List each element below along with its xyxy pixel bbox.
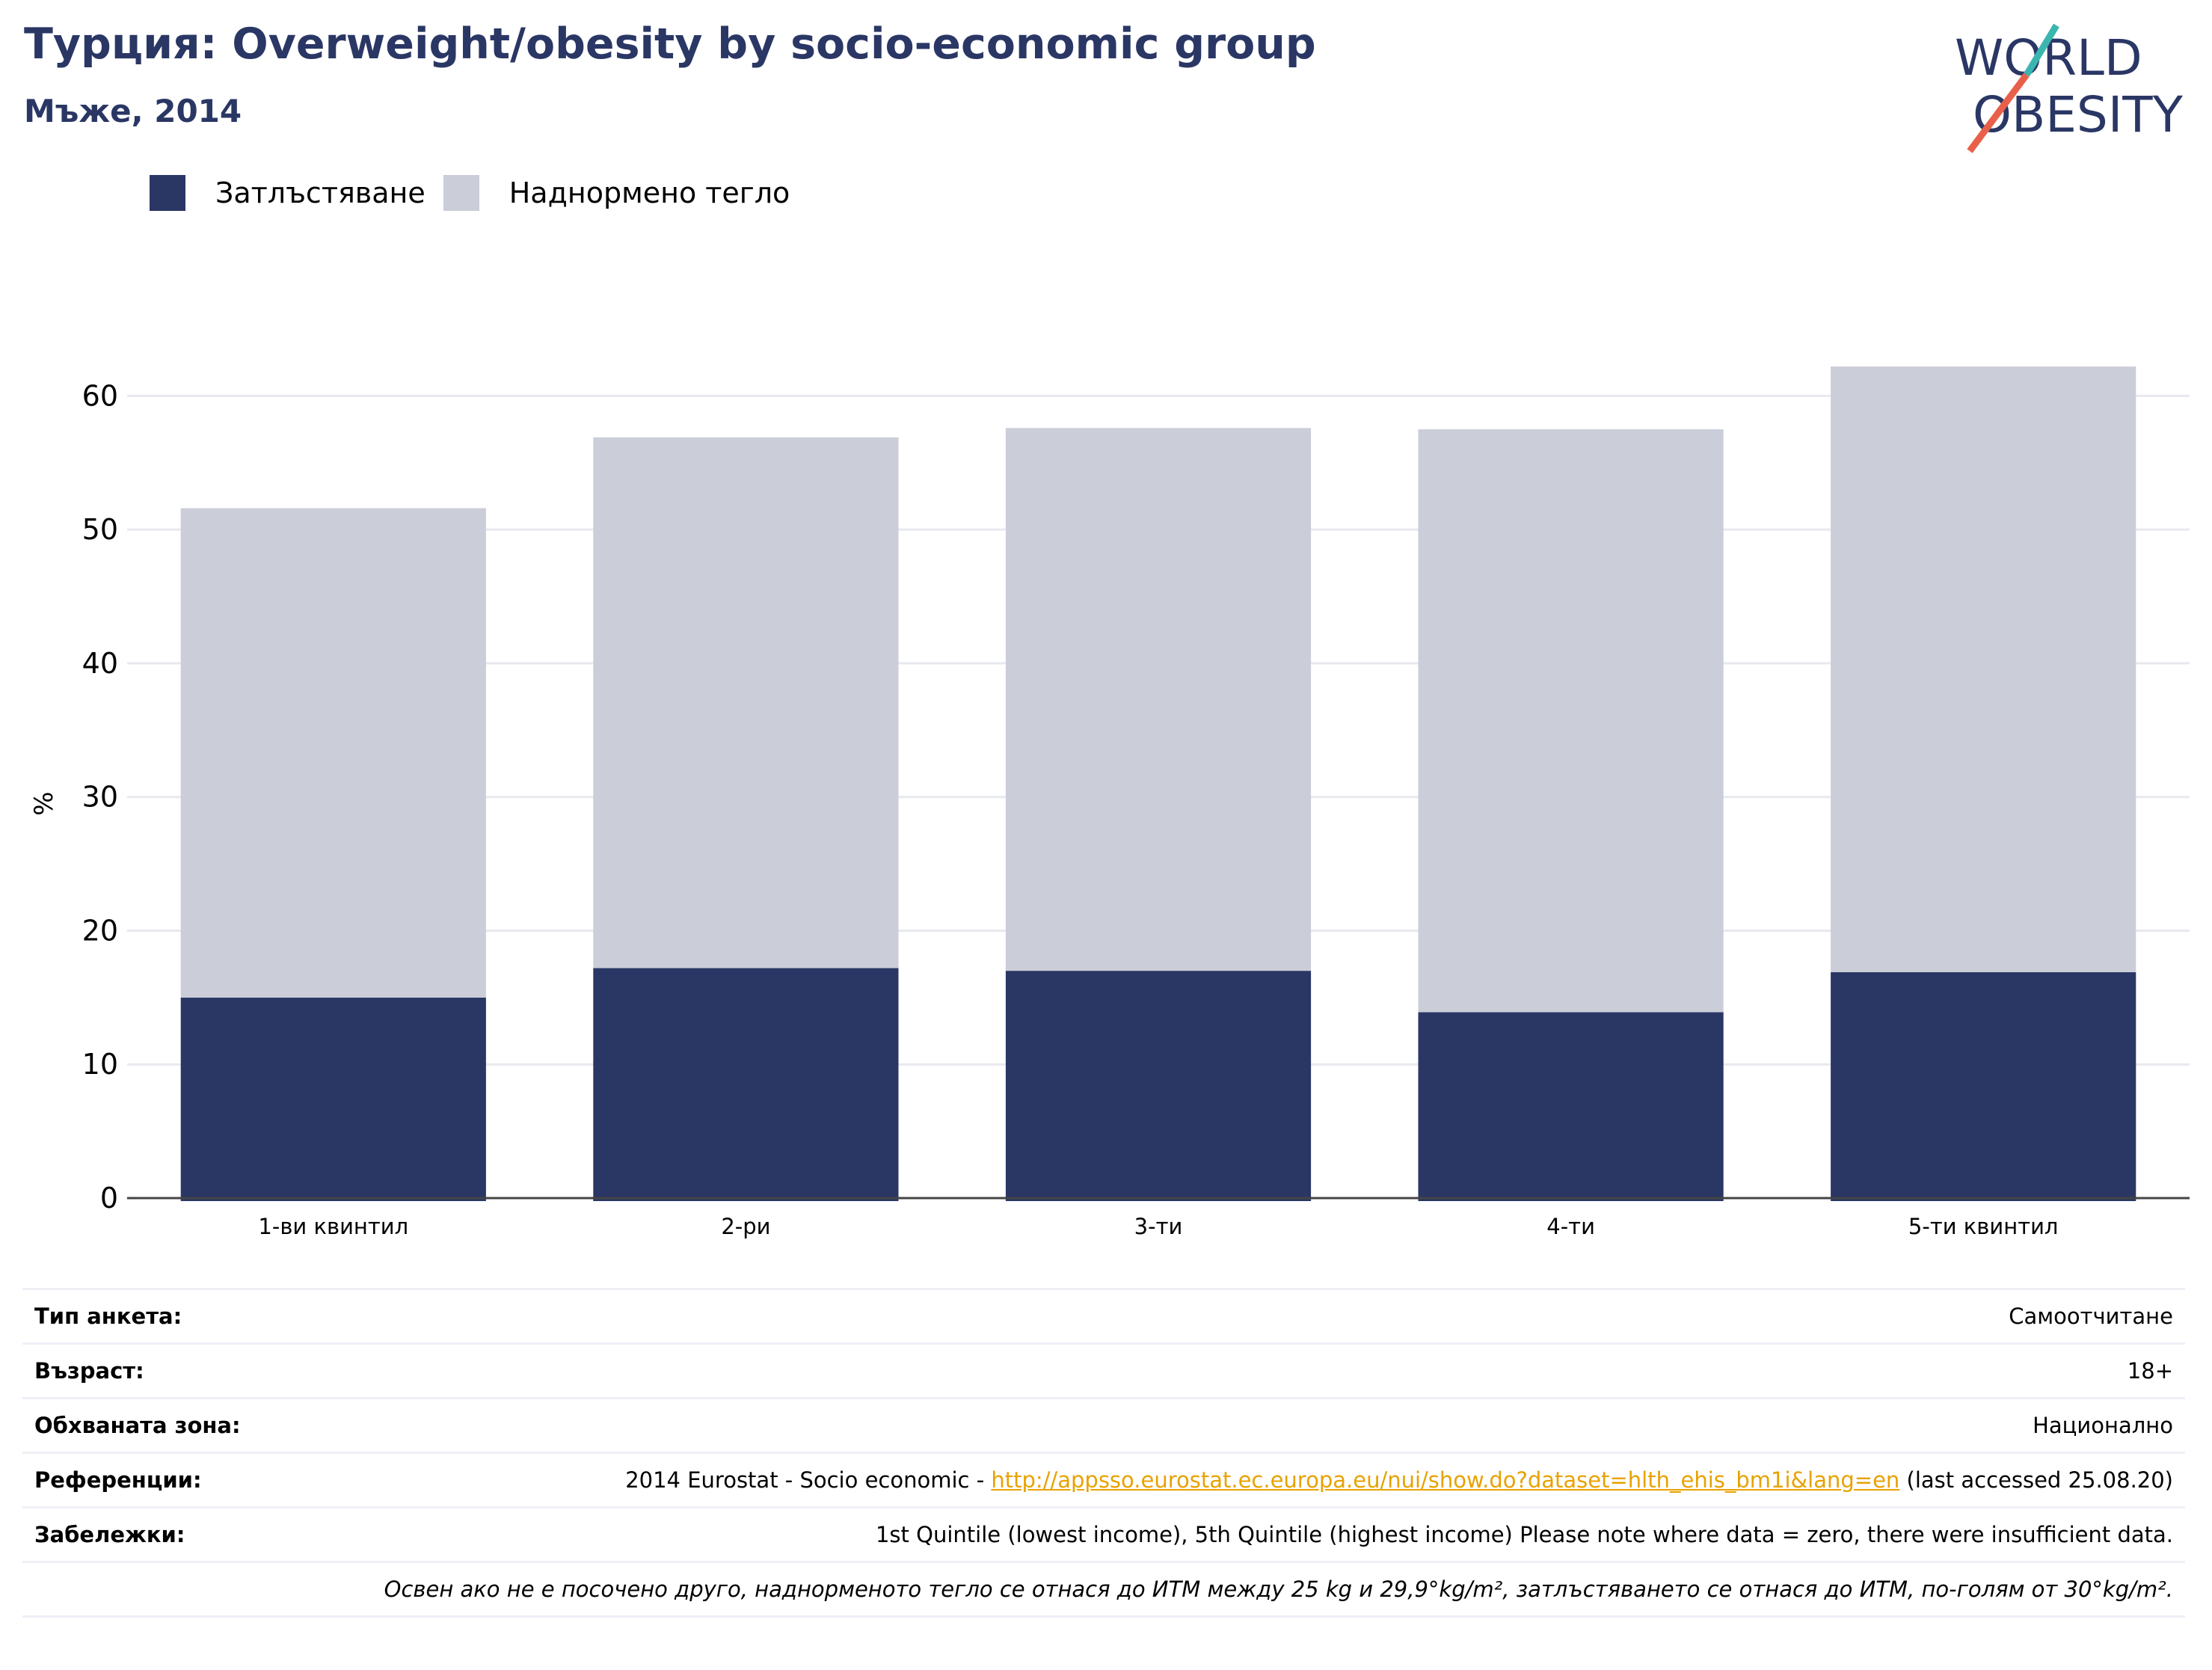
chart-subtitle: Мъже, 2014	[24, 93, 242, 129]
y-tick-label: 20	[82, 914, 118, 947]
bar-obesity	[1831, 971, 2136, 1201]
x-tick-label: 1-ви квинтил	[258, 1214, 408, 1239]
chart-title: Турция: Overweight/obesity by socio-econ…	[24, 19, 1316, 69]
references-suffix: (last accessed 25.08.20)	[1899, 1467, 2174, 1493]
x-tick-label: 5-ти квинтил	[1908, 1214, 2059, 1239]
bar-obesity	[593, 968, 899, 1201]
y-tick-label: 50	[82, 513, 118, 546]
area-value: Национално	[2033, 1413, 2173, 1438]
legend-item-overweight[interactable]: Наднормено тегло	[443, 175, 790, 211]
info-row-age: Възраст: 18+	[22, 1342, 2185, 1397]
legend-label-obesity: Затлъстяване	[215, 176, 425, 209]
y-tick-label: 10	[82, 1048, 118, 1081]
x-tick-label: 3-ти	[1134, 1214, 1183, 1239]
x-tick-label: 4-ти	[1546, 1214, 1595, 1239]
y-tick-label: 40	[82, 647, 118, 680]
footnote: Освен ако не е посочено друго, наднормен…	[384, 1577, 2173, 1602]
info-row-notes: Забележки: 1st Quintile (lowest income),…	[22, 1506, 2185, 1561]
legend-label-overweight: Наднормено тегло	[509, 176, 790, 209]
survey-type-label: Тип анкета:	[34, 1304, 182, 1329]
references-prefix: 2014 Eurostat - Socio economic -	[625, 1467, 992, 1493]
world-obesity-logo: WORLD OBESITY	[1955, 23, 2184, 153]
legend-swatch-obesity	[150, 175, 185, 211]
bar-obesity	[180, 997, 486, 1201]
bar-overweight	[1418, 429, 1724, 1013]
logo-line2: OBESITY	[1973, 86, 2184, 144]
info-row-footnote: Освен ако не е посочено друго, наднормен…	[22, 1561, 2185, 1618]
y-tick-label: 0	[100, 1182, 118, 1215]
bar-overweight	[1005, 428, 1312, 971]
stacked-bar-chart: 0 10 20 30 40 50 60% 1-ви квинтил 2-ри 3-ти 4-ти 5-…	[29, 366, 2190, 1239]
logo-slash-teal	[2024, 23, 2059, 77]
bar-obesity	[1418, 1012, 1724, 1201]
references-label: Референции:	[34, 1467, 202, 1493]
bar-overweight	[1831, 366, 2136, 972]
bar-overweight	[180, 508, 486, 998]
chart-legend: Затлъстяване Наднормено тегло	[150, 174, 808, 212]
y-axis-label: %	[29, 791, 59, 815]
info-row-area: Обхваната зона: Национално	[22, 1397, 2185, 1452]
survey-type-value: Самоотчитане	[2009, 1304, 2173, 1329]
y-tick-label: 30	[82, 781, 118, 814]
legend-swatch-overweight	[443, 175, 479, 211]
bar-obesity	[1005, 971, 1312, 1201]
info-table: Тип анкета: Самоотчитане Възраст: 18+ Об…	[22, 1288, 2185, 1618]
info-row-survey-type: Тип анкета: Самоотчитане	[22, 1288, 2185, 1342]
logo-slash-red	[1967, 73, 2030, 153]
references-link[interactable]: http://appsso.eurostat.ec.europa.eu/nui/…	[991, 1467, 1900, 1493]
age-value: 18+	[2127, 1358, 2173, 1384]
info-row-references: Референции: 2014 Eurostat - Socio econom…	[22, 1452, 2185, 1506]
y-tick-label: 60	[82, 379, 118, 412]
area-label: Обхваната зона:	[34, 1413, 241, 1438]
bar-overweight	[593, 437, 899, 968]
x-tick-label: 2-ри	[721, 1214, 770, 1239]
age-label: Възраст:	[34, 1358, 144, 1384]
references-value: 2014 Eurostat - Socio economic - http://…	[625, 1467, 2173, 1493]
legend-item-obesity[interactable]: Затлъстяване	[150, 175, 425, 211]
notes-value: 1st Quintile (lowest income), 5th Quinti…	[875, 1522, 2173, 1547]
notes-label: Забележки:	[34, 1522, 185, 1547]
